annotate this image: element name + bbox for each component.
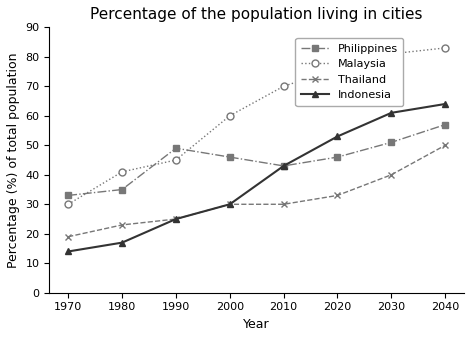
Line: Thailand: Thailand xyxy=(65,142,449,240)
Malaysia xyxy=(335,67,341,71)
Malaysia xyxy=(281,84,286,88)
Y-axis label: Percentage (%) of total population: Percentage (%) of total population xyxy=(7,52,20,268)
Thailand xyxy=(281,202,286,206)
X-axis label: Year: Year xyxy=(244,318,270,331)
Philippines xyxy=(65,193,71,197)
Line: Malaysia: Malaysia xyxy=(65,45,449,208)
Indonesia xyxy=(119,241,125,245)
Thailand xyxy=(65,235,71,239)
Malaysia xyxy=(227,114,233,118)
Indonesia xyxy=(389,111,394,115)
Indonesia xyxy=(173,217,179,221)
Philippines xyxy=(227,155,233,159)
Malaysia xyxy=(119,170,125,174)
Line: Philippines: Philippines xyxy=(65,122,448,198)
Thailand xyxy=(119,223,125,227)
Thailand xyxy=(389,173,394,177)
Thailand xyxy=(442,143,448,147)
Malaysia xyxy=(442,46,448,50)
Malaysia xyxy=(173,158,179,162)
Indonesia xyxy=(65,249,71,254)
Thailand xyxy=(227,202,233,206)
Indonesia xyxy=(442,102,448,106)
Title: Percentage of the population living in cities: Percentage of the population living in c… xyxy=(90,7,423,22)
Legend: Philippines, Malaysia, Thailand, Indonesia: Philippines, Malaysia, Thailand, Indones… xyxy=(295,38,403,106)
Philippines xyxy=(173,146,179,150)
Indonesia xyxy=(281,164,286,168)
Thailand xyxy=(335,193,341,197)
Philippines xyxy=(119,188,125,192)
Thailand xyxy=(173,217,179,221)
Malaysia xyxy=(389,52,394,56)
Philippines xyxy=(281,164,286,168)
Indonesia xyxy=(335,135,341,139)
Philippines xyxy=(335,155,341,159)
Line: Indonesia: Indonesia xyxy=(65,100,449,255)
Philippines xyxy=(442,123,448,127)
Philippines xyxy=(389,140,394,144)
Malaysia xyxy=(65,202,71,206)
Indonesia xyxy=(227,202,233,206)
